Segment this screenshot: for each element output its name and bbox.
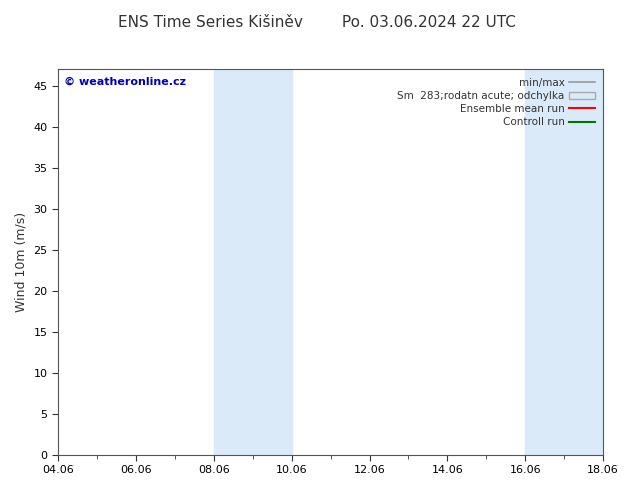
Bar [214, 70, 292, 455]
Text: ENS Time Series Kišiněv        Po. 03.06.2024 22 UTC: ENS Time Series Kišiněv Po. 03.06.2024 2… [118, 15, 516, 30]
Y-axis label: Wind 10m (m/s): Wind 10m (m/s) [15, 212, 28, 312]
Bar [525, 70, 603, 455]
Legend: min/max, Sm  283;rodatn acute; odchylka, Ensemble mean run, Controll run: min/max, Sm 283;rodatn acute; odchylka, … [394, 74, 598, 130]
Text: © weatheronline.cz: © weatheronline.cz [63, 77, 186, 87]
